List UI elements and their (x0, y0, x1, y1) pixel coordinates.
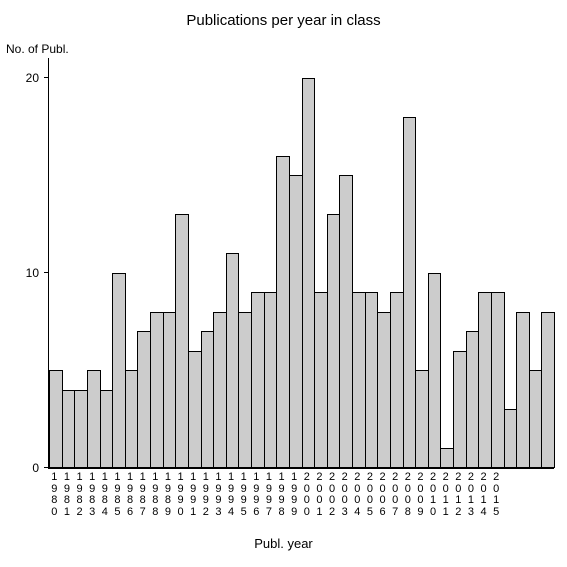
bar (365, 292, 379, 468)
bar (440, 448, 454, 468)
x-tick-label: 2005 (364, 470, 377, 518)
x-tick-label: 2000 (301, 470, 314, 518)
x-tick-label: 1995 (237, 470, 250, 518)
bar (390, 292, 404, 468)
bar (504, 409, 518, 468)
bar (226, 253, 240, 468)
bar (201, 331, 215, 468)
x-tick-label: 1980 (48, 470, 61, 518)
bar (529, 370, 543, 468)
bar (302, 78, 316, 468)
x-tick-label: 1986 (124, 470, 137, 518)
x-tick-label: 1998 (275, 470, 288, 518)
x-tick-label: 1984 (99, 470, 112, 518)
bar (62, 390, 76, 468)
bar (264, 292, 278, 468)
x-tick-label: 1985 (111, 470, 124, 518)
bar (352, 292, 366, 468)
bar (213, 312, 227, 468)
y-axis-label: No. of Publ. (6, 42, 69, 56)
bar (125, 370, 139, 468)
x-tick-label: 2006 (376, 470, 389, 518)
bar (478, 292, 492, 468)
x-tick-label: 1996 (250, 470, 263, 518)
bar (188, 351, 202, 468)
bar (466, 331, 480, 468)
x-axis-label: Publ. year (0, 536, 567, 551)
bars-group (49, 58, 554, 468)
bar (112, 273, 126, 468)
x-tick-label: 2001 (313, 470, 326, 518)
x-tick-label: 2002 (326, 470, 339, 518)
y-tick-label: 0 (32, 461, 49, 475)
y-tick-label: 10 (26, 266, 49, 280)
x-tick-label: 1997 (263, 470, 276, 518)
bar (74, 390, 88, 468)
x-tick-label: 2009 (414, 470, 427, 518)
chart-container: Publications per year in class No. of Pu… (0, 0, 567, 567)
bar (100, 390, 114, 468)
bar (49, 370, 63, 468)
x-tick-label: 2015 (490, 470, 503, 518)
bar (314, 292, 328, 468)
bar (238, 312, 252, 468)
x-tick-label: 2012 (452, 470, 465, 518)
y-tick-label: 20 (26, 71, 49, 85)
chart-title: Publications per year in class (0, 12, 567, 29)
bar (516, 312, 530, 468)
x-tick-label: 2010 (427, 470, 440, 518)
bar (175, 214, 189, 468)
x-tick-label: 1981 (61, 470, 74, 518)
bar (251, 292, 265, 468)
bar (150, 312, 164, 468)
bar (491, 292, 505, 468)
x-tick-label: 1988 (149, 470, 162, 518)
bar (415, 370, 429, 468)
x-tick-label: 1990 (174, 470, 187, 518)
bar (403, 117, 417, 468)
x-tick-label: 2014 (477, 470, 490, 518)
bar (87, 370, 101, 468)
x-tick-label (503, 470, 516, 518)
x-tick-label: 2004 (351, 470, 364, 518)
bar (428, 273, 442, 468)
bar (327, 214, 341, 468)
x-tick-label: 1999 (288, 470, 301, 518)
bar (163, 312, 177, 468)
x-tick-label: 1991 (187, 470, 200, 518)
x-tick-label: 2008 (402, 470, 415, 518)
x-tick-label (515, 470, 528, 518)
x-tick-label: 2013 (465, 470, 478, 518)
x-tick-label: 2007 (389, 470, 402, 518)
x-tick-label (528, 470, 541, 518)
x-tick-label: 2003 (338, 470, 351, 518)
x-ticks: 1980198119821983198419851986198719881989… (48, 470, 553, 518)
bar (541, 312, 555, 468)
x-tick-label (540, 470, 553, 518)
x-tick-label: 2011 (439, 470, 452, 518)
bar (276, 156, 290, 468)
bar (137, 331, 151, 468)
x-tick-label: 1993 (212, 470, 225, 518)
bar (339, 175, 353, 468)
x-tick-label: 1992 (200, 470, 213, 518)
bar (289, 175, 303, 468)
bar (453, 351, 467, 468)
x-tick-label: 1994 (225, 470, 238, 518)
x-tick-label: 1989 (162, 470, 175, 518)
plot-area: 01020 (48, 58, 554, 469)
bar (377, 312, 391, 468)
x-tick-label: 1982 (73, 470, 86, 518)
x-tick-label: 1983 (86, 470, 99, 518)
x-tick-label: 1987 (136, 470, 149, 518)
